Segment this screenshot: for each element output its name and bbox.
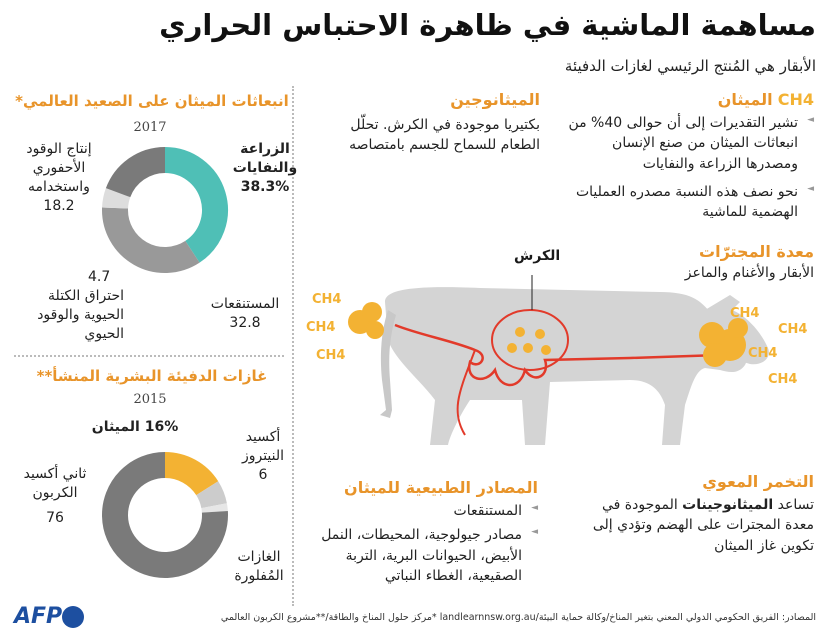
methanogen-dot [541,345,551,355]
methane-title: الميثان [717,90,773,109]
donut1-segment-0 [164,147,228,263]
donut1-label-wetlands: المستنقعات 32.8 [210,296,280,331]
methanogens-section: الميثانوجين بكتيريا موجودة في الكرش. تحل… [340,90,540,156]
donut2-label-co2: ثاني أكسيد الكربون 76 [23,466,87,526]
methanogens-title: الميثانوجين [450,90,540,109]
ruminant-section: معدة المجترّات الأبقار والأغنام والماعز [554,242,814,283]
ch4-label-front-1: CH4 [730,306,760,321]
afp-logo: AFP [14,604,86,629]
donut1-label-fossil: إنتاج الوقود الأحفوري واستخدامه 18.2 [26,141,92,214]
donut2-chart [102,452,228,578]
methane-section: CH4 الميثان تشير التقديرات إلى أن حوالى … [559,90,814,222]
rumen-organ [491,309,569,371]
fermentation-section: التخمر المعوي تساعد الميثانوجينات الموجو… [584,472,814,556]
donut1-year: 2017 [133,120,167,135]
donut2-label-nitrous: أكسيد النيتروز 6 [241,429,285,483]
donut1-segment-1 [102,207,200,273]
donut2-segment-2 [201,503,228,513]
methane-formula: CH4 [777,90,814,109]
donut2-segment-3 [102,452,228,578]
ruminant-title: معدة المجترّات [699,242,814,261]
cow-body [385,287,748,445]
natural-bullet-1: المستنقعات [308,501,538,521]
ch4-label-front-4: CH4 [768,372,798,387]
donut1-chart [102,147,228,273]
rumen-label: الكرش [514,248,561,264]
digestive-tract [394,323,721,387]
gas-cloud-rear [348,302,384,339]
ch4-label-front-3: CH4 [748,346,778,361]
donut2-segment-0 [164,452,219,496]
ruminant-text: الأبقار والأغنام والماعز [684,265,814,281]
methanogen-dot [535,329,545,339]
donut1-title: انبعاثات الميثان على الصعيد العالمي* [15,92,289,110]
donut1-segment-2 [102,188,131,210]
donut2-segment-1 [195,481,227,509]
gas-cloud-front [699,318,748,367]
donut2-title: غازات الدفيئة البشرية المنشأ** [36,367,268,385]
donut2-label-fluorinated: الغازات المُفلورة [234,549,284,584]
donut2-label-methane: 16% الميثان [91,419,179,435]
methanogen-dot [515,327,525,337]
cow-tail [380,310,396,418]
methane-bullet-1: تشير التقديرات إلى أن حوالى 40% من انبعا… [559,113,814,174]
ch4-label-front-2: CH4 [778,322,808,337]
sources-footer: المصادر: الفريق الحكومي الدولي المعني بت… [220,612,816,623]
fermentation-title: التخمر المعوي [702,472,814,491]
ch4-label-rear-1: CH4 [312,292,342,307]
fermentation-text-bold: الميثانوجينات [682,497,774,513]
methanogens-text: بكتيريا موجودة في الكرش. تحلّل الطعام لل… [349,117,540,154]
page-subtitle: الأبقار هي المُنتج الرئيسي لغازات الدفيئ… [564,57,816,75]
page-title: مساهمة الماشية في ظاهرة الاحتباس الحراري [159,8,816,42]
column-separator [292,86,294,606]
methane-bullet-2: نحو نصف هذه النسبة مصدره العمليات الهضمي… [559,182,814,223]
donut1-segment-3 [105,147,166,198]
donut-separator [14,355,284,357]
natural-sources-title: المصادر الطبيعية للميثان [344,478,538,497]
methanogen-dot [523,343,533,353]
donut1-label-agriculture: الزراعة والنفايات 38.3% [232,141,298,195]
donut2-year: 2015 [133,392,167,407]
methanogen-dot [507,343,517,353]
donut1-label-biomass: 4.7 احتراق الكتلة الحيوية والوقود الحيوي [37,269,124,342]
fermentation-text: تساعد الميثانوجينات الموجودة في معدة الم… [592,497,814,554]
cow-illustration [348,275,769,445]
natural-bullet-2: مصادر جيولوجية، المحيطات، النمل الأبيض، … [308,525,538,586]
ch4-label-rear-3: CH4 [316,348,346,363]
natural-sources-section: المصادر الطبيعية للميثان المستنقعات مصاد… [308,478,538,586]
ch4-label-rear-2: CH4 [306,320,336,335]
